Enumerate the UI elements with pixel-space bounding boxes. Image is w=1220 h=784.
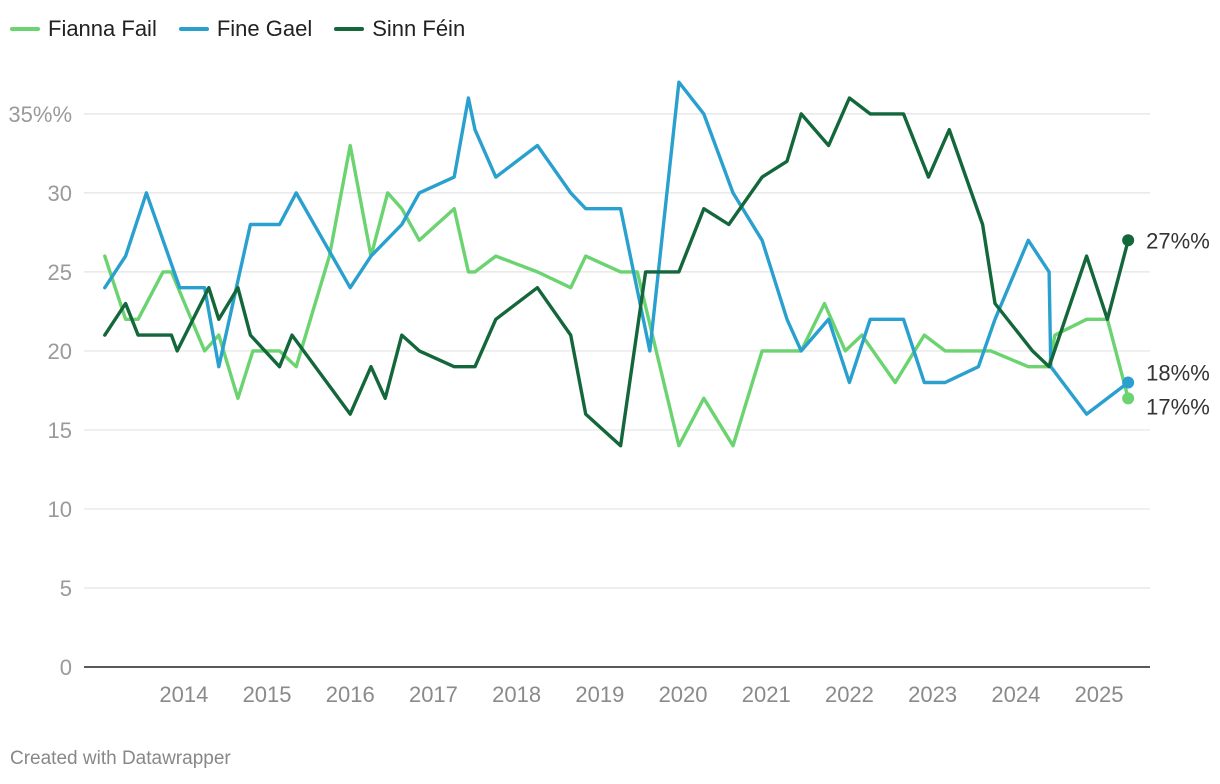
x-tick-label-2014: 2014 [159,682,208,707]
legend-item-fine-gael[interactable]: Fine Gael [178,16,313,42]
y-tick-label-5: 5 [60,576,72,601]
legend-label-fine-gael: Fine Gael [216,16,313,41]
legend-label-fianna-fail: Fianna Fail [48,16,157,41]
x-tick-label-2021: 2021 [742,682,791,707]
legend: Fianna Fail Fine Gael Sinn Féin [10,16,465,42]
y-tick-label-10: 10 [48,497,72,522]
legend-swatch-sinn-fein [334,27,365,31]
end-marker-fine-gael [1122,376,1135,389]
legend-item-sinn-fein[interactable]: Sinn Féin [334,16,465,42]
y-tick-label-0: 0 [60,655,72,680]
end-label-sinn-fein: 27%% [1146,228,1210,253]
series-line-sinn-fein [103,96,1130,448]
footer-credit: Created with Datawrapper [10,748,231,769]
end-label-fine-gael: 18%% [1146,361,1210,386]
end-marker-sinn-fein [1122,234,1135,247]
x-tick-label-2016: 2016 [326,682,375,707]
end-marker-fianna-fail [1122,392,1135,405]
x-tick-label-2024: 2024 [991,682,1040,707]
series-line-fine-gael [103,80,1130,416]
x-tick-label-2022: 2022 [825,682,874,707]
y-tick-label-35: 35%% [8,102,72,127]
legend-swatch-fine-gael [178,27,209,31]
y-tick-label-30: 30 [48,181,72,206]
x-tick-label-2017: 2017 [409,682,458,707]
y-tick-label-20: 20 [48,339,72,364]
x-tick-label-2023: 2023 [908,682,957,707]
x-tick-label-2018: 2018 [492,682,541,707]
end-label-fianna-fail: 17%% [1146,394,1210,419]
x-tick-label-2015: 2015 [243,682,292,707]
legend-swatch-fianna-fail [10,27,40,31]
y-tick-label-25: 25 [48,260,72,285]
x-tick-label-2020: 2020 [659,682,708,707]
legend-item-fianna-fail[interactable]: Fianna Fail [10,16,157,42]
series-line-fianna-fail [103,143,1130,448]
x-tick-label-2019: 2019 [575,682,624,707]
x-tick-label-2025: 2025 [1075,682,1124,707]
legend-label-sinn-fein: Sinn Féin [372,16,466,41]
y-tick-label-15: 15 [48,418,72,443]
